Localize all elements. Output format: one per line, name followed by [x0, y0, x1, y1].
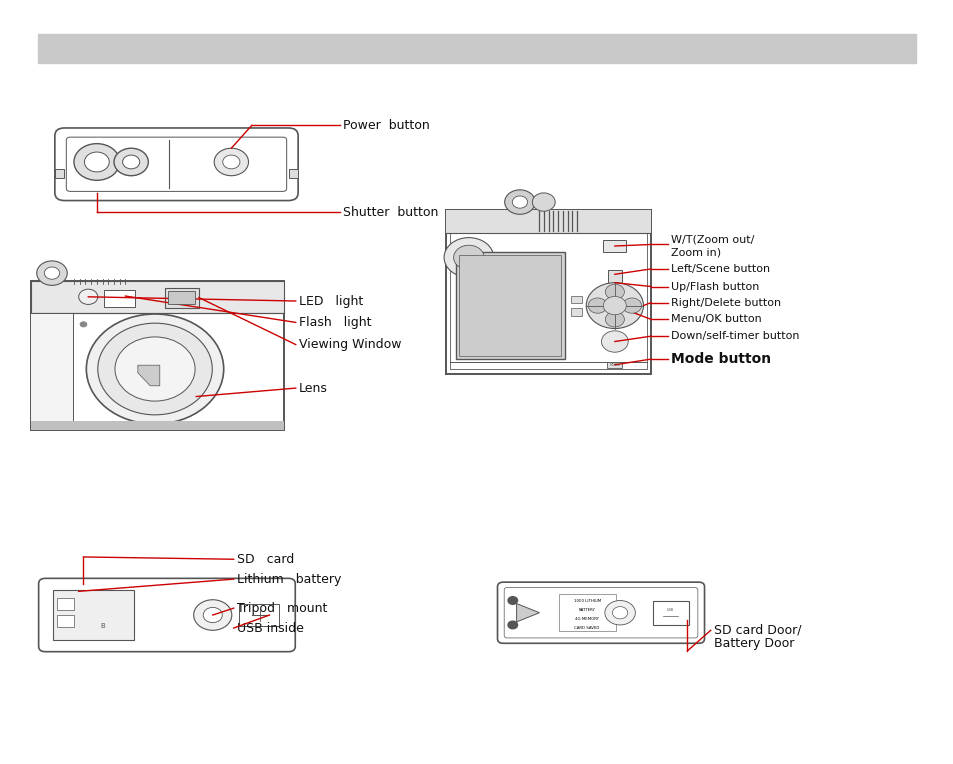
Text: LED   light: LED light — [298, 294, 362, 308]
Bar — [570, 296, 581, 303]
Text: USB: USB — [666, 607, 673, 612]
Bar — [449, 213, 646, 370]
Bar — [55, 169, 65, 178]
Circle shape — [213, 148, 248, 176]
Text: Viewing Window: Viewing Window — [298, 338, 400, 351]
Text: Lithium   battery: Lithium battery — [236, 572, 340, 586]
Circle shape — [37, 261, 67, 285]
Polygon shape — [516, 604, 539, 622]
Text: Mode button: Mode button — [670, 352, 770, 366]
Bar — [652, 601, 688, 625]
Bar — [606, 362, 621, 368]
Text: Tripod   mount: Tripod mount — [236, 601, 327, 615]
Circle shape — [612, 607, 627, 619]
Bar — [459, 255, 560, 356]
Circle shape — [85, 152, 109, 172]
Text: MODE: MODE — [609, 363, 619, 367]
Bar — [31, 315, 73, 428]
Bar — [455, 252, 564, 359]
Circle shape — [585, 283, 642, 329]
Circle shape — [602, 296, 625, 315]
Text: Shutter  button: Shutter button — [343, 206, 438, 219]
Circle shape — [587, 298, 606, 313]
Text: Left/Scene button: Left/Scene button — [670, 264, 769, 274]
FancyBboxPatch shape — [497, 582, 703, 643]
Bar — [38, 34, 915, 63]
Text: B: B — [100, 623, 105, 630]
Bar — [53, 590, 133, 640]
Circle shape — [604, 312, 623, 327]
Bar — [168, 291, 194, 305]
Circle shape — [604, 601, 635, 625]
Text: 4G MEMORY: 4G MEMORY — [575, 617, 598, 621]
Circle shape — [203, 607, 222, 623]
Text: CARD SAVED: CARD SAVED — [574, 626, 599, 630]
Bar — [165, 287, 198, 308]
Text: USB inside: USB inside — [236, 621, 303, 635]
Text: SD   card: SD card — [236, 552, 294, 566]
Text: W/T(Zoom out/: W/T(Zoom out/ — [670, 235, 753, 245]
Circle shape — [512, 196, 527, 209]
FancyBboxPatch shape — [38, 578, 295, 652]
Bar — [570, 308, 581, 316]
Bar — [288, 169, 297, 178]
Text: Flash   light: Flash light — [298, 316, 371, 329]
Circle shape — [222, 155, 240, 169]
Circle shape — [74, 144, 120, 180]
Text: Zoom in): Zoom in) — [670, 247, 720, 257]
Bar — [56, 615, 73, 627]
FancyBboxPatch shape — [55, 128, 297, 201]
Bar — [31, 281, 284, 313]
Text: Right/Delete button: Right/Delete button — [670, 297, 780, 308]
Circle shape — [532, 193, 555, 212]
Text: Battery Door: Battery Door — [713, 636, 793, 650]
Circle shape — [114, 337, 194, 401]
Bar — [607, 270, 620, 286]
Circle shape — [45, 267, 60, 279]
Circle shape — [600, 331, 627, 352]
Circle shape — [454, 245, 483, 270]
Text: Power  button: Power button — [343, 118, 430, 132]
Circle shape — [444, 238, 494, 277]
Bar — [558, 594, 616, 631]
Circle shape — [504, 190, 535, 215]
Bar — [445, 210, 650, 374]
Circle shape — [621, 298, 640, 313]
Text: Menu/OK button: Menu/OK button — [670, 314, 760, 325]
Bar — [445, 210, 650, 232]
Text: Lens: Lens — [298, 381, 327, 395]
Circle shape — [193, 600, 232, 630]
Text: Up/Flash button: Up/Flash button — [670, 281, 759, 292]
Circle shape — [98, 323, 212, 415]
FancyBboxPatch shape — [31, 281, 283, 429]
Circle shape — [507, 621, 517, 629]
Circle shape — [79, 321, 88, 327]
Circle shape — [79, 290, 98, 304]
Circle shape — [86, 314, 223, 424]
Bar — [238, 604, 278, 626]
Bar — [602, 240, 625, 252]
Circle shape — [114, 148, 149, 176]
Circle shape — [507, 597, 517, 604]
Text: SD card Door/: SD card Door/ — [713, 623, 801, 637]
Bar — [56, 598, 73, 610]
Bar — [105, 290, 135, 306]
Text: BATTERY: BATTERY — [578, 607, 595, 612]
Polygon shape — [138, 365, 159, 386]
Circle shape — [122, 155, 139, 169]
Bar — [31, 420, 284, 429]
Circle shape — [604, 284, 623, 299]
Text: Down/self-timer button: Down/self-timer button — [670, 331, 799, 342]
Text: 1000 LITHIUM: 1000 LITHIUM — [573, 598, 600, 603]
